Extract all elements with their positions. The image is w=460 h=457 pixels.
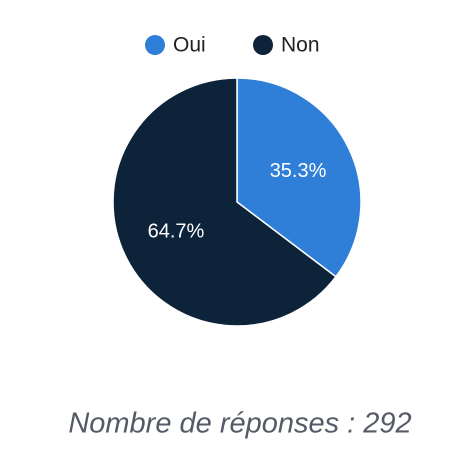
pie-slice bbox=[112, 77, 337, 327]
legend-marker bbox=[145, 35, 165, 55]
footnote: Nombre de réponses : 292 bbox=[68, 408, 411, 440]
legend-label: Non bbox=[281, 34, 320, 57]
legend-marker bbox=[253, 35, 273, 55]
data-label: 35.3% bbox=[270, 160, 327, 182]
data-label: 64.7% bbox=[148, 221, 205, 243]
pie-slice bbox=[236, 77, 362, 278]
legend-label: Oui bbox=[173, 34, 206, 57]
